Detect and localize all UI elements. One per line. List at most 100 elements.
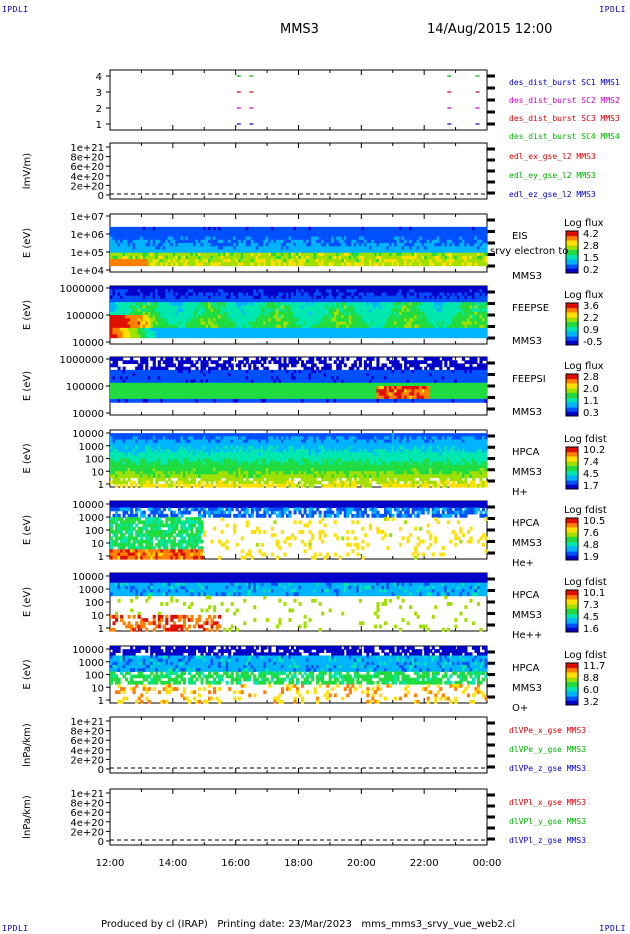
spectrogram-cell	[381, 324, 385, 329]
spectrogram-cell	[180, 262, 184, 267]
spectrogram-cell	[406, 298, 410, 303]
spectrogram-cell	[270, 324, 274, 329]
spectrogram-cell	[471, 243, 476, 247]
spectrogram-cell	[275, 302, 279, 306]
spectrogram-cell	[401, 262, 405, 267]
spectrogram-cell	[446, 302, 450, 306]
spectrogram-cell	[152, 292, 156, 297]
spectrogram-cell	[155, 324, 159, 329]
spectrogram-cell	[303, 226, 307, 231]
spectrogram-cell	[180, 249, 184, 254]
spectrogram-cell	[165, 239, 169, 244]
spectrogram-cell	[127, 318, 131, 323]
spectrogram-cell	[167, 298, 171, 303]
spectrogram-cell	[471, 324, 476, 329]
spectrogram-cell	[341, 286, 345, 290]
spectrogram-cell	[484, 252, 488, 257]
spectrogram-cell	[132, 386, 136, 390]
spectrogram-cell	[258, 262, 262, 267]
spectrogram-cell	[117, 311, 121, 316]
spectrogram-cell	[135, 379, 139, 384]
spectrogram-cell	[378, 252, 383, 257]
spectrogram-cell	[290, 262, 295, 267]
spectrogram-cell	[323, 308, 327, 313]
spectrogram-cell	[456, 311, 460, 316]
spectrogram-cell	[383, 295, 388, 300]
spectrogram-cell	[401, 308, 405, 313]
spectrogram-cell	[157, 292, 161, 297]
spectrogram-cell	[336, 295, 340, 300]
spectrogram-cell	[182, 305, 186, 310]
spectrogram-cell	[270, 243, 274, 247]
spectrogram-cell	[233, 252, 237, 257]
y-tick-label: 6e+20	[70, 162, 104, 173]
spectrogram-cell	[192, 389, 197, 394]
spectrogram-cell	[260, 246, 264, 251]
spectrogram-cell	[439, 259, 443, 263]
spectrogram-cell	[238, 289, 242, 294]
spectrogram-cell	[481, 289, 486, 294]
spectrogram-cell	[177, 262, 181, 267]
spectrogram-cell	[210, 226, 214, 231]
spectrogram-cell	[258, 315, 262, 319]
spectrogram-cell	[424, 286, 428, 290]
spectrogram-cell	[348, 233, 352, 238]
spectrogram-cell	[424, 298, 428, 303]
spectrogram-cell	[391, 289, 395, 294]
spectrogram-cell	[175, 236, 179, 241]
spectrogram-cell	[170, 311, 174, 316]
spectrogram-cell	[112, 286, 116, 290]
spectrogram-cell	[376, 324, 380, 329]
spectrogram-cell	[270, 249, 274, 254]
spectrogram-cell	[157, 331, 161, 335]
colorbar-band	[566, 234, 578, 236]
spectrogram-cell	[464, 298, 468, 303]
spectrogram-cell	[328, 315, 332, 319]
spectrogram-cell	[351, 233, 355, 238]
spectrogram-cell	[388, 262, 393, 267]
spectrogram-cell	[388, 239, 393, 244]
spectrogram-cell	[157, 363, 161, 368]
spectrogram-cell	[197, 386, 202, 390]
spectrogram-cell	[421, 298, 425, 303]
spectrogram-cell	[351, 249, 355, 254]
spectrogram-cell	[378, 233, 383, 238]
spectrogram-cell	[152, 236, 156, 241]
spectrogram-cell	[361, 252, 365, 257]
spectrogram-cell	[202, 395, 207, 400]
spectrogram-cell	[441, 331, 445, 335]
spectrogram-cell	[233, 246, 237, 251]
spectrogram-cell	[280, 249, 285, 254]
spectrogram-cell	[150, 226, 154, 231]
spectrogram-cell	[162, 305, 166, 310]
spectrogram-cell	[127, 386, 131, 390]
spectrogram-cell	[268, 324, 272, 329]
spectrogram-cell	[155, 327, 159, 332]
spectrogram-cell	[313, 331, 317, 335]
spectrogram-cell	[331, 305, 335, 310]
spectrogram-cell	[223, 324, 227, 329]
spectrogram-cell	[416, 262, 420, 267]
spectrogram-cell	[469, 286, 473, 290]
spectrogram-cell	[353, 298, 357, 303]
spectrogram-cell	[177, 369, 181, 374]
spectrogram-cell	[233, 233, 237, 238]
spectrogram-cell	[426, 318, 430, 323]
colorbar-band	[566, 307, 578, 309]
spectrogram-cell	[157, 233, 161, 238]
spectrogram-cell	[157, 373, 161, 377]
spectrogram-cell	[265, 286, 269, 290]
spectrogram-cell	[368, 226, 372, 231]
spectrogram-cell	[406, 295, 410, 300]
spectrogram-cell	[140, 392, 144, 397]
spectrogram-cell	[125, 318, 129, 323]
spectrogram-cell	[235, 305, 239, 310]
spectrogram-cell	[421, 321, 425, 326]
spectrogram-cell	[230, 318, 234, 323]
spectrogram-cell	[363, 334, 367, 339]
spectrogram-cell	[311, 292, 315, 297]
spectrogram-cell	[426, 255, 430, 260]
spectrogram-cell	[200, 246, 204, 251]
spectrogram-cell	[127, 255, 131, 260]
